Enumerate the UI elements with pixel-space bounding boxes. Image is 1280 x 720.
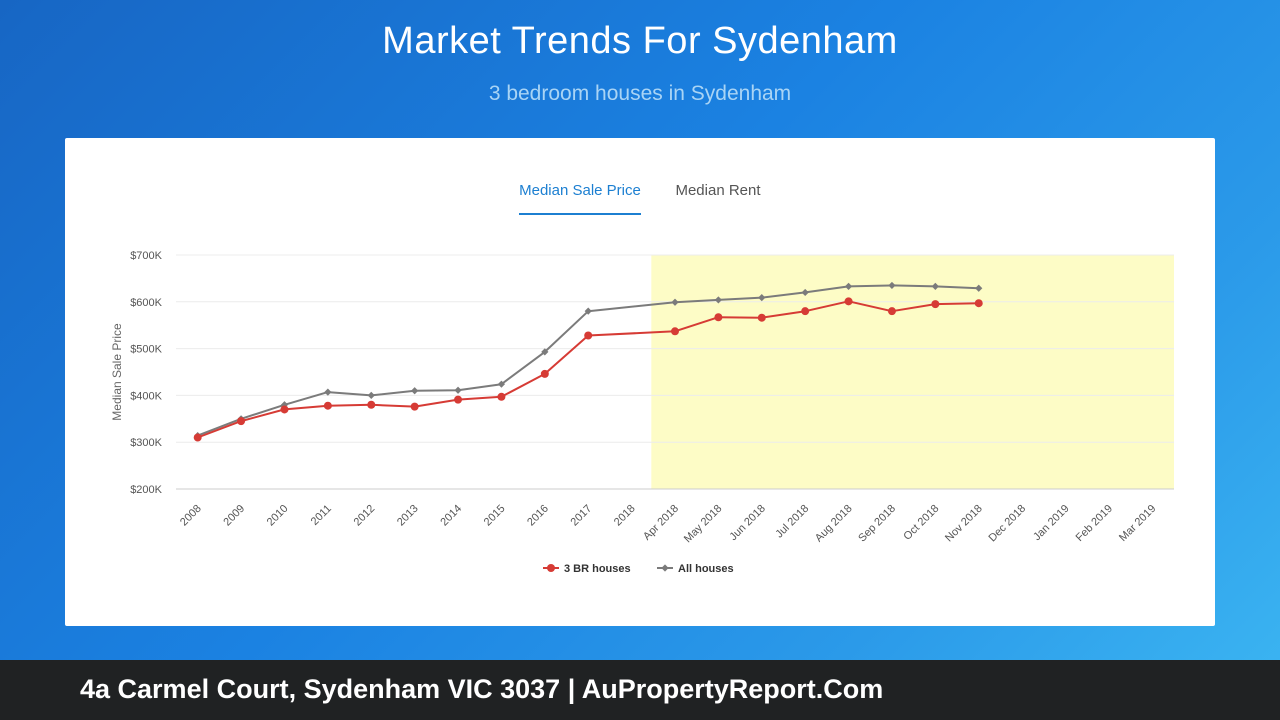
data-point <box>758 293 766 302</box>
chart-tabs: Median Sale Price Median Rent <box>65 182 1215 216</box>
x-tick-label: 2010 <box>265 503 291 529</box>
x-tick-label: Jun 2018 <box>727 503 767 543</box>
data-point <box>367 391 375 399</box>
data-point <box>454 386 462 394</box>
x-tick-label: 2009 <box>221 503 247 529</box>
x-tick-label: Mar 2019 <box>1117 503 1158 544</box>
x-tick-label: 2012 <box>352 503 378 529</box>
x-tick-label: 2013 <box>395 503 421 529</box>
x-tick-label: Aug 2018 <box>813 503 855 545</box>
data-point <box>411 387 419 395</box>
data-point <box>671 298 679 306</box>
x-tick-label: 2018 <box>612 503 638 529</box>
data-point <box>323 401 332 410</box>
data-point <box>541 348 549 356</box>
y-tick-label: $600K <box>130 297 162 309</box>
data-point <box>497 392 506 401</box>
tab-median-rent[interactable]: Median Rent <box>675 182 761 199</box>
data-point <box>801 288 809 297</box>
footer-bar: 4a Carmel Court, Sydenham VIC 3037 | AuP… <box>0 660 1280 720</box>
series-line <box>197 300 979 439</box>
data-point <box>974 299 983 308</box>
data-point <box>540 369 549 378</box>
x-tick-label: Nov 2018 <box>943 503 985 545</box>
data-point <box>887 307 896 316</box>
x-tick-label: 2016 <box>525 503 551 529</box>
legend-label: All houses <box>678 563 734 575</box>
data-point <box>844 297 853 306</box>
data-point <box>584 331 593 340</box>
page-subtitle: 3 bedroom houses in Sydenham <box>488 82 792 105</box>
x-tick-label: 2014 <box>438 503 464 529</box>
x-tick-label: Apr 2018 <box>641 503 681 543</box>
legend-label: 3 BR houses <box>564 563 631 575</box>
y-axis-title: Median Sale Price <box>110 323 124 421</box>
data-point <box>671 327 679 336</box>
x-tick-label: Jul 2018 <box>773 503 811 541</box>
series-line <box>197 284 979 437</box>
data-point <box>931 300 940 309</box>
data-point <box>497 380 506 388</box>
x-tick-label: Dec 2018 <box>986 503 1028 545</box>
data-point <box>757 313 766 322</box>
y-tick-label: $200K <box>130 484 162 496</box>
data-point <box>367 400 376 409</box>
median-sale-price-chart: $200K $300K $400K $500K $600K $700K Median Sal… <box>110 250 1174 575</box>
x-tick-label: 2017 <box>569 503 595 529</box>
data-point <box>714 313 723 322</box>
y-tick-label: $300K <box>130 437 162 449</box>
y-tick-label: $400K <box>130 390 162 402</box>
data-point <box>324 388 332 396</box>
x-tick-label: 2015 <box>482 503 508 529</box>
data-point <box>193 433 202 442</box>
data-point <box>801 307 810 316</box>
x-tick-label: 2011 <box>309 503 334 528</box>
chart-card: Median Sale Price Median Rent $200K $300K… <box>65 138 1215 626</box>
data-point <box>410 402 419 411</box>
x-tick-label: Oct 2018 <box>901 503 941 543</box>
tab-median-sale-price[interactable]: Median Sale Price <box>519 182 641 215</box>
y-tick-label: $500K <box>130 344 162 356</box>
data-point <box>454 395 463 404</box>
y-tick-label: $700K <box>130 250 162 262</box>
legend-marker <box>547 564 555 572</box>
footer-address: 4a Carmel Court, Sydenham VIC 3037 | AuP… <box>80 674 884 704</box>
x-tick-label: Feb 2019 <box>1074 503 1115 544</box>
x-tick-label: 2008 <box>178 503 204 529</box>
x-tick-label: May 2018 <box>682 503 725 546</box>
data-point <box>237 417 246 426</box>
page-title: Market Trends For Sydenham <box>382 20 898 62</box>
legend-marker <box>661 564 669 572</box>
forecast-highlight-band <box>651 255 1174 489</box>
x-tick-label: Sep 2018 <box>856 503 898 545</box>
x-tick-label: Jan 2019 <box>1031 503 1071 543</box>
data-point <box>280 405 289 414</box>
